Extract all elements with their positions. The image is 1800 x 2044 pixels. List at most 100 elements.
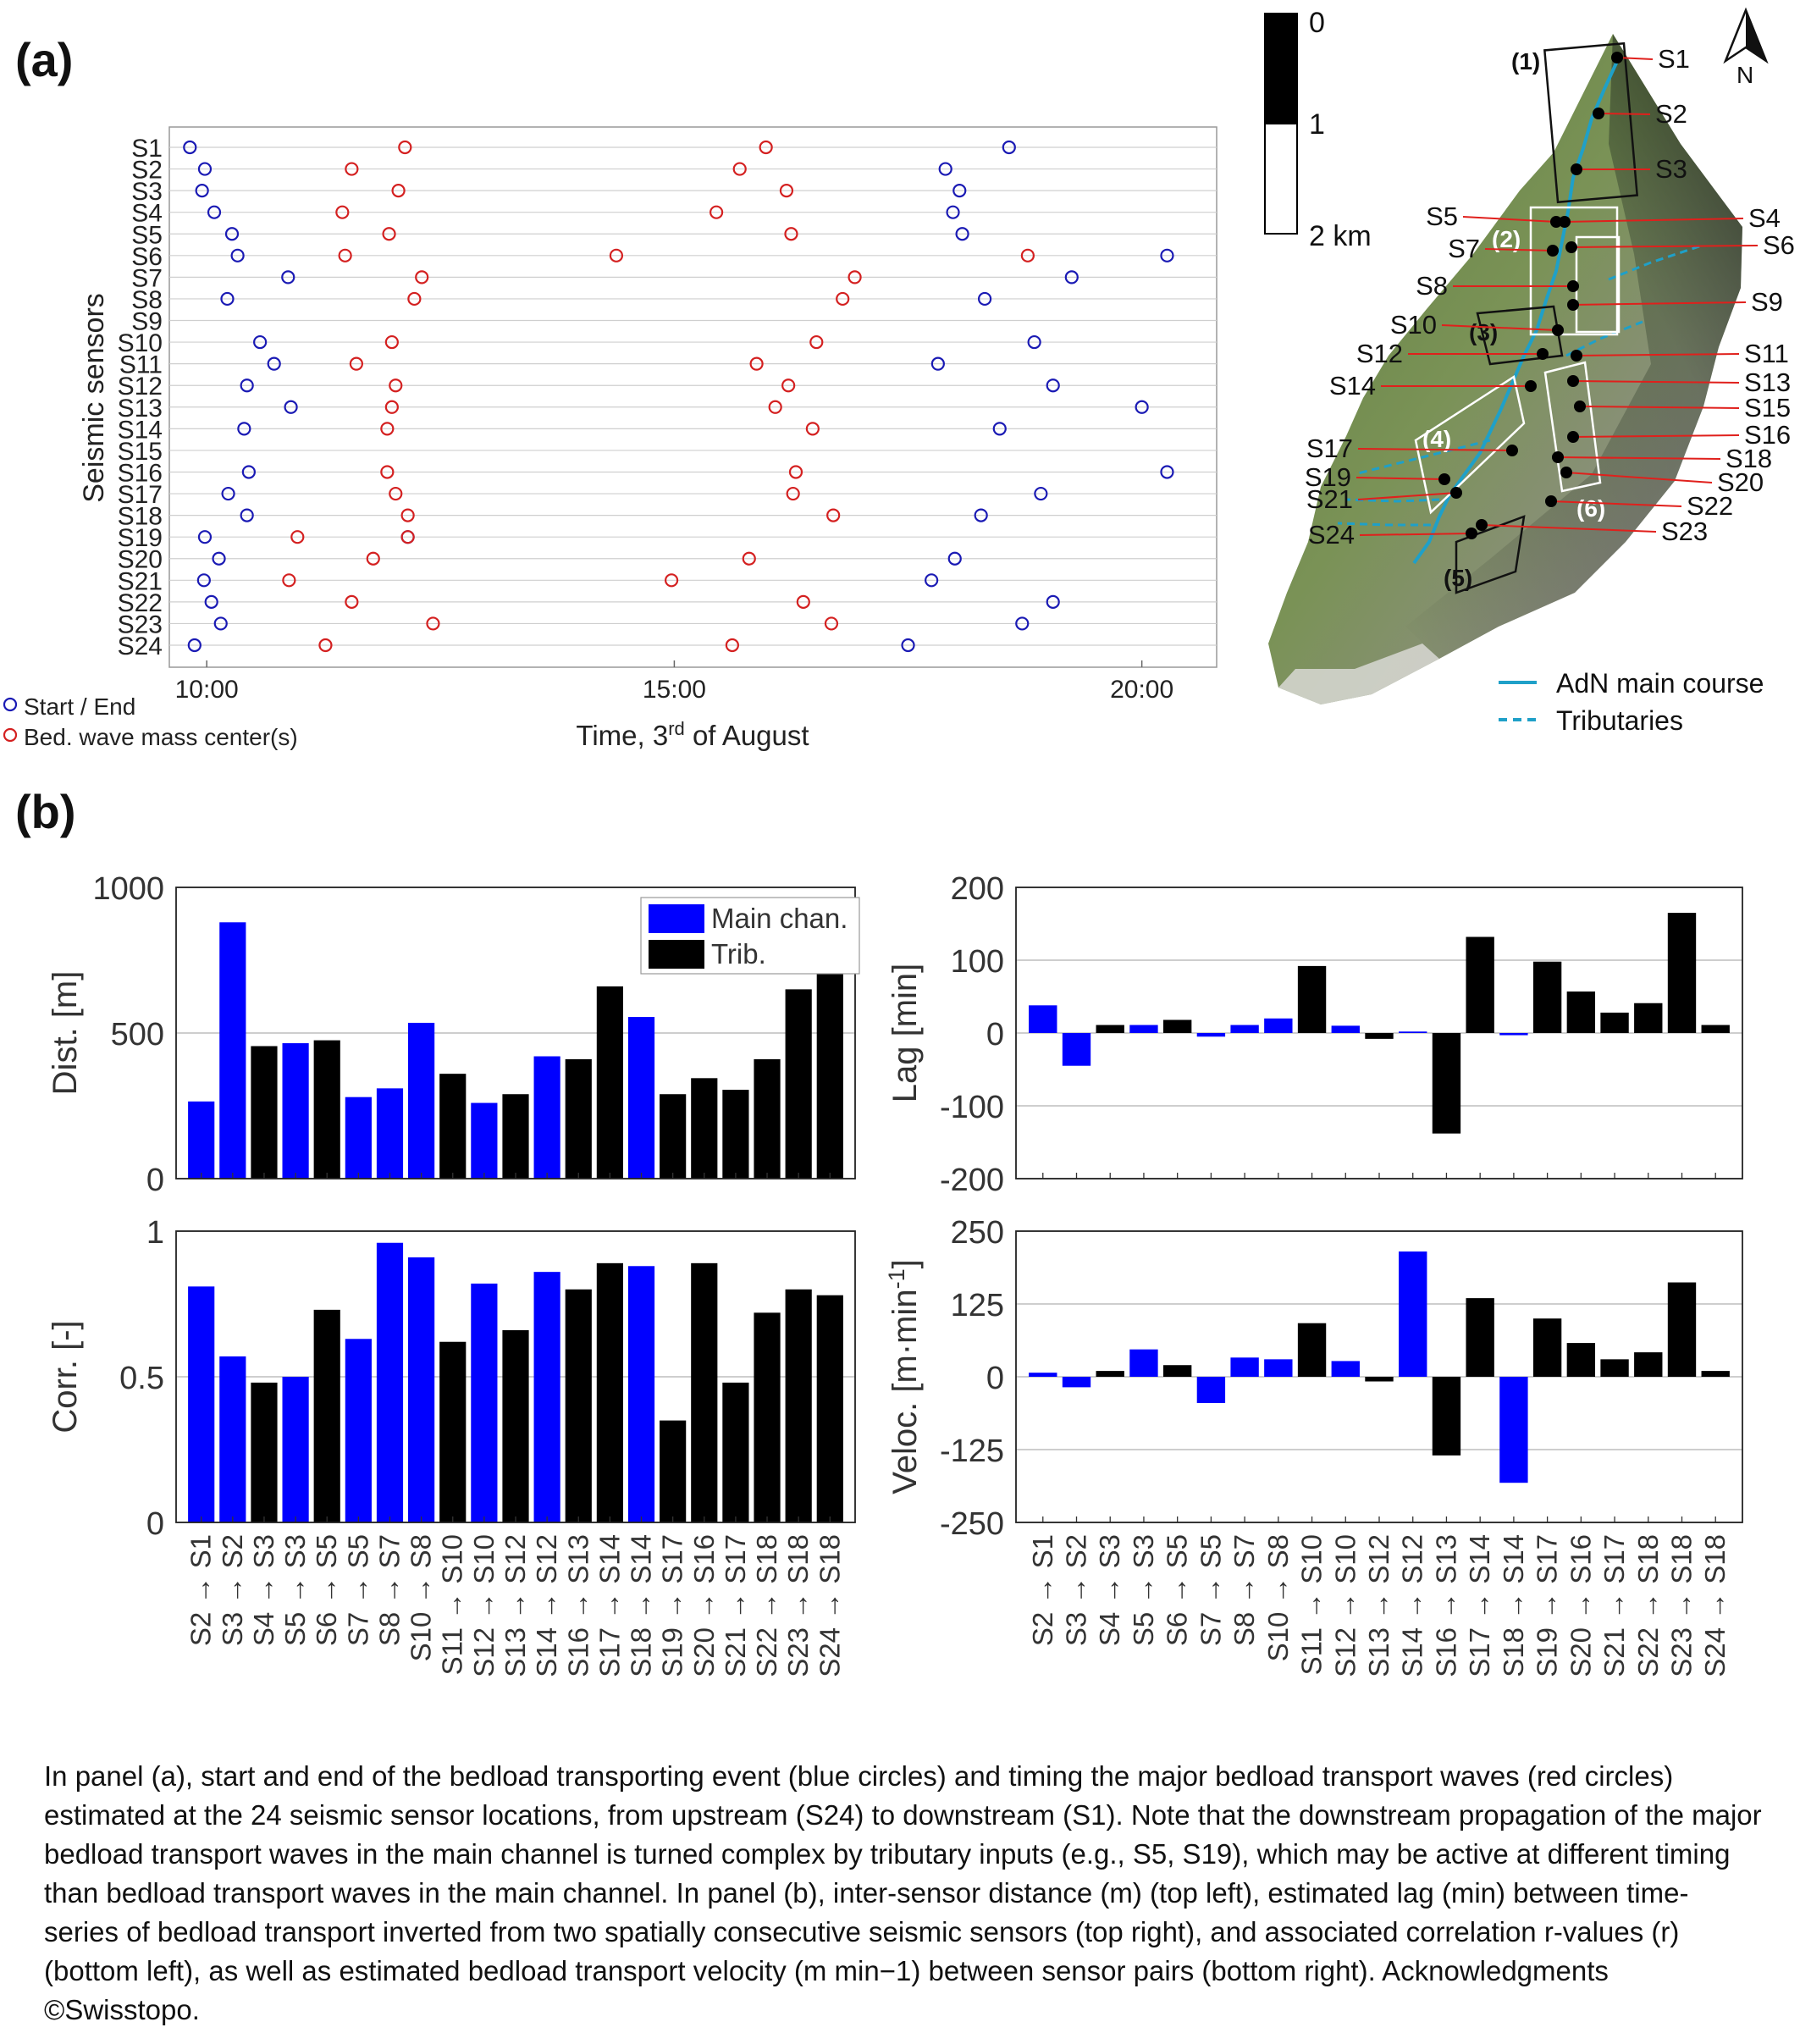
lag-frame bbox=[1015, 887, 1743, 1179]
start-end-marker bbox=[241, 465, 256, 479]
start-end-marker bbox=[1046, 594, 1060, 609]
veloc-bar bbox=[1062, 1377, 1091, 1388]
map-sensor-leader bbox=[1356, 477, 1445, 480]
bar-chart-lag: -200 -100 0 100 200 Lag [min] bbox=[886, 871, 1743, 1198]
corr-y-tick-label: 1 bbox=[146, 1215, 164, 1251]
wave-marker bbox=[415, 270, 429, 285]
dist-y-tick-label: 500 bbox=[111, 1017, 164, 1052]
map-sensor-label: S10 bbox=[1390, 310, 1437, 340]
veloc-bar bbox=[1162, 1365, 1192, 1377]
zone-label-6: (6) bbox=[1576, 495, 1605, 522]
veloc-bar bbox=[1634, 1352, 1663, 1377]
dist-bar bbox=[627, 1017, 655, 1179]
wave-marker bbox=[768, 400, 782, 414]
map-sensor-leader bbox=[1462, 216, 1557, 223]
dist-bar bbox=[376, 1088, 404, 1179]
caption-text: In panel (a), start and end of the bedlo… bbox=[44, 1760, 1762, 2025]
veloc-bar bbox=[1029, 1373, 1057, 1377]
lag-bar bbox=[1466, 936, 1494, 1033]
timeline-sensor-tick-label: S22 bbox=[118, 589, 163, 617]
map-sensor-label: S5 bbox=[1426, 202, 1458, 231]
corr-bar bbox=[785, 1289, 812, 1522]
map-sensor-label: S11 bbox=[1744, 339, 1789, 368]
start-end-marker bbox=[284, 400, 298, 414]
timeline-y-axis-label: Seismic sensors bbox=[78, 293, 110, 503]
veloc-category-label: S6 → S5 bbox=[1162, 1534, 1193, 1646]
timeline-sensor-tick-label: S15 bbox=[118, 438, 163, 466]
map-sensor-leader bbox=[1572, 301, 1747, 306]
start-end-marker bbox=[952, 184, 967, 198]
timeline-x-tick-label: 15:00 bbox=[643, 676, 706, 704]
wave-marker bbox=[338, 248, 352, 262]
lag-bar bbox=[1129, 1025, 1158, 1033]
zone-box-4 bbox=[1414, 374, 1526, 515]
dist-bar bbox=[691, 1078, 718, 1179]
map-sensor-leader bbox=[1565, 472, 1713, 483]
wave-marker bbox=[407, 291, 422, 307]
dist-bar bbox=[282, 1043, 309, 1179]
start-end-marker bbox=[930, 356, 945, 371]
corr-bar bbox=[533, 1272, 560, 1522]
veloc-category-label: S20 → S16 bbox=[1565, 1534, 1596, 1677]
start-end-marker bbox=[267, 356, 281, 371]
lag-y-tick-label: -100 bbox=[940, 1090, 1004, 1125]
map-sensor-label: S3 bbox=[1655, 154, 1687, 184]
veloc-bar bbox=[1196, 1377, 1226, 1403]
map-sensor-label: S8 bbox=[1416, 271, 1448, 301]
wave-marker bbox=[836, 291, 850, 307]
map-sensor-dot bbox=[1567, 299, 1579, 311]
corr-y-tick-label: 0.5 bbox=[119, 1361, 164, 1396]
timeline-sensor-tick-label: S16 bbox=[118, 459, 163, 487]
scale-label-1: 1 bbox=[1309, 108, 1325, 141]
map-sensor-leader bbox=[1557, 456, 1721, 460]
lag-y-tick-label: -200 bbox=[940, 1163, 1004, 1198]
scale-label-2: 2 km bbox=[1309, 220, 1372, 252]
map-sensor-leader bbox=[1576, 353, 1740, 356]
dist-bar bbox=[439, 1074, 467, 1179]
dist-bar bbox=[345, 1097, 372, 1179]
wave-marker bbox=[366, 551, 380, 566]
map-sensor-dot bbox=[1476, 519, 1488, 531]
lag-bar bbox=[1499, 1033, 1528, 1036]
timeline-sensor-tick-label: S6 bbox=[131, 243, 163, 271]
corr-bar bbox=[282, 1377, 309, 1522]
veloc-bar bbox=[1365, 1377, 1394, 1382]
veloc-bar bbox=[1566, 1343, 1596, 1377]
bar-chart-veloc: -250 -125 0 125 250 S2 → S1 S3 → S2 S4 → S3 S5 →… bbox=[884, 1215, 1743, 1677]
map-sensor-dot bbox=[1559, 216, 1571, 228]
map-sensor-dot bbox=[1571, 350, 1582, 362]
corr-category-label: S7 → S5 bbox=[342, 1534, 373, 1646]
wave-marker bbox=[781, 378, 796, 393]
wave-marker bbox=[335, 205, 350, 219]
map-sensor-dot bbox=[1552, 451, 1564, 463]
corr-y-tick-label: 0 bbox=[146, 1506, 164, 1542]
map-sensor-dot bbox=[1574, 401, 1586, 412]
start-end-marker bbox=[938, 162, 952, 176]
corr-bar bbox=[627, 1266, 655, 1522]
lag-bar bbox=[1096, 1025, 1124, 1033]
north-label: N bbox=[1737, 62, 1753, 88]
map-sensor-leader bbox=[1481, 524, 1657, 533]
tributary-river-1 bbox=[1608, 244, 1703, 281]
map-sensor-label: S12 bbox=[1356, 339, 1403, 368]
start-end-marker bbox=[196, 573, 211, 588]
lag-bar bbox=[1162, 1019, 1192, 1033]
map-sensor-dot bbox=[1537, 348, 1549, 360]
corr-bar bbox=[691, 1262, 718, 1522]
map-sensor-label: S24 bbox=[1308, 520, 1355, 550]
timeline-sensor-tick-label: S11 bbox=[119, 351, 163, 379]
wave-marker bbox=[282, 573, 296, 588]
veloc-category-label: S21 → S17 bbox=[1598, 1534, 1630, 1677]
corr-category-label: S11 → S10 bbox=[437, 1534, 468, 1675]
corr-category-label: S24 → S18 bbox=[814, 1534, 845, 1677]
legend-tributaries-label: Tributaries bbox=[1556, 705, 1683, 736]
veloc-bar bbox=[1297, 1323, 1327, 1377]
timeline-sensor-tick-label: S5 bbox=[131, 221, 163, 249]
timeline-sensor-tick-label: S13 bbox=[118, 395, 163, 423]
north-arrow-icon: N bbox=[1723, 7, 1769, 88]
scale-bar-black bbox=[1264, 13, 1298, 124]
wave-marker bbox=[805, 422, 820, 436]
lag-bar bbox=[1667, 913, 1697, 1033]
corr-category-label: S18 → S14 bbox=[626, 1534, 657, 1677]
scale-label-0: 0 bbox=[1309, 7, 1325, 39]
